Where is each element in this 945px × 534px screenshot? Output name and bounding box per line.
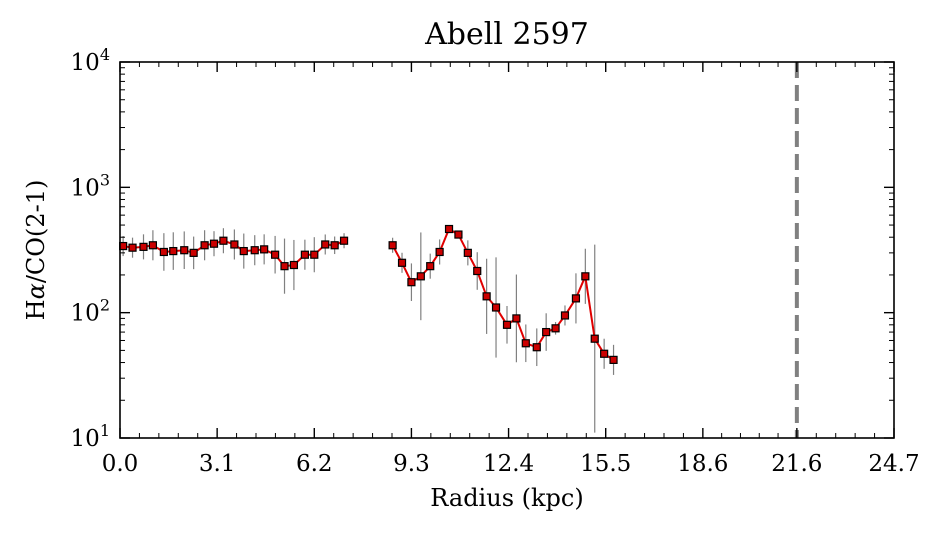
data-point: [560, 311, 570, 320]
data-point: [502, 320, 512, 329]
data-point: [571, 294, 581, 303]
data-point: [280, 262, 289, 271]
y-axis-label: Hα/CO(2-1): [22, 180, 50, 321]
y-axis-label-prefix: H: [22, 299, 50, 320]
data-point: [219, 236, 228, 245]
data-point: [339, 236, 349, 245]
data-point: [250, 246, 259, 255]
data-point: [532, 343, 541, 352]
data-point: [180, 246, 189, 255]
y-tick-label: 104: [71, 45, 110, 76]
data-point: [542, 327, 551, 337]
data-point: [407, 278, 416, 287]
data-point: [230, 240, 239, 249]
data-point: [169, 246, 178, 256]
y-tick-base: 10: [71, 50, 100, 76]
x-tick-label: 9.3: [393, 451, 430, 477]
data-point: [521, 339, 530, 348]
y-tick-base: 10: [71, 426, 100, 452]
y-tick-label: 101: [71, 421, 110, 452]
data-point: [473, 266, 482, 276]
data-point: [239, 246, 248, 256]
data-point: [388, 241, 397, 250]
y-tick-label: 103: [71, 170, 110, 201]
data-point: [128, 243, 137, 252]
data-point: [426, 262, 435, 271]
data-point: [512, 314, 521, 323]
data-point: [159, 247, 168, 257]
x-tick-label: 6.2: [296, 451, 333, 477]
data-point: [330, 241, 339, 250]
data-point: [148, 241, 158, 250]
data-point: [289, 260, 299, 270]
data-point: [310, 250, 319, 259]
data-point: [609, 355, 618, 364]
series-1: [388, 224, 618, 433]
y-tick-exponent: 2: [100, 296, 110, 315]
series-line: [391, 227, 615, 361]
data-point: [444, 224, 454, 234]
x-tick-label: 24.7: [868, 451, 919, 477]
y-tick-label: 102: [71, 296, 110, 327]
x-axis-label: Radius (kpc): [430, 484, 583, 512]
chart-title: Abell 2597: [424, 17, 589, 52]
x-tick-label: 3.1: [199, 451, 236, 477]
data-point: [260, 245, 269, 254]
x-tick-label: 18.6: [677, 451, 728, 477]
data-point: [189, 248, 198, 257]
y-tick-exponent: 4: [100, 45, 110, 64]
y-axis-label-greek: α: [22, 283, 50, 299]
data-point: [454, 230, 463, 239]
y-tick-base: 10: [71, 175, 100, 201]
plot-area: [119, 62, 799, 438]
data-point: [271, 250, 280, 259]
data-point: [590, 334, 599, 343]
plot-frame: [119, 61, 895, 439]
data-point: [463, 248, 472, 257]
series-0: [119, 228, 349, 294]
data-point: [491, 303, 501, 312]
x-tick-label: 21.6: [771, 451, 822, 477]
data-point: [321, 240, 330, 249]
y-axis-label-suffix: /CO(2-1): [22, 180, 50, 284]
y-tick-base: 10: [71, 301, 100, 327]
data-point: [139, 242, 148, 251]
data-point: [435, 247, 444, 257]
data-point: [482, 292, 491, 301]
x-tick-label: 15.5: [580, 451, 631, 477]
data-point: [581, 272, 590, 281]
data-point: [551, 324, 560, 333]
data-point: [600, 349, 609, 358]
data-point: [300, 250, 309, 259]
data-point: [397, 258, 407, 267]
y-tick-exponent: 3: [100, 170, 110, 189]
x-axis: 0.0 3.1 6.2 9.3 12.4 15.5 18.6 21.6 24.7: [102, 62, 920, 477]
x-tick-label: 0.0: [102, 451, 139, 477]
data-point: [200, 241, 209, 250]
data-point: [416, 272, 425, 281]
x-tick-label: 12.4: [483, 451, 534, 477]
data-point: [209, 239, 219, 248]
y-tick-exponent: 1: [100, 421, 110, 440]
